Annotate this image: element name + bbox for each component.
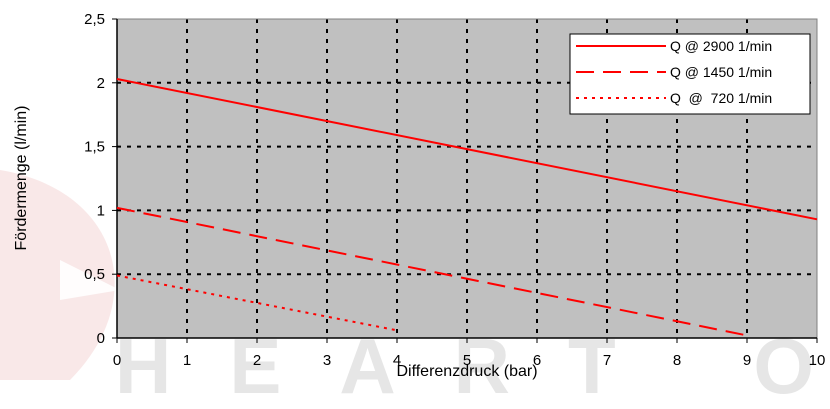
series-lines	[116, 77, 818, 337]
x-tick-label: 7	[603, 352, 611, 369]
x-tick-label: 10	[809, 352, 826, 369]
x-tick-label: 5	[463, 352, 471, 369]
x-tick-label: 2	[253, 352, 261, 369]
x-tick-label: 3	[323, 352, 331, 369]
y-tick-label: 2,5	[84, 11, 105, 28]
y-tick-label: 2	[97, 75, 105, 92]
legend: Q @ 2900 1/min Q @ 1450 1/min Q @ 720 1/mi…	[569, 33, 811, 115]
y-tick-label: 1,5	[84, 139, 105, 156]
x-axis-ticks: 0 1 2 3 4 5 6 7 8 9 10	[113, 338, 826, 369]
legend-label: Q @ 2900 1/min	[670, 38, 772, 54]
x-tick-label: 9	[743, 352, 751, 369]
watermark-arrow-shape	[60, 260, 120, 300]
series-line-1	[116, 77, 818, 221]
legend-label: Q @ 1450 1/min	[670, 64, 772, 80]
legend-label: Q @ 720 1/min	[670, 90, 772, 106]
y-axis-ticks: 0 0,5 1 1,5 2 2,5	[84, 11, 117, 347]
x-tick-label: 4	[393, 352, 401, 369]
x-tick-label: 0	[113, 352, 121, 369]
x-tick-label: 8	[673, 352, 681, 369]
x-tick-label: 6	[533, 352, 541, 369]
x-tick-label: 1	[183, 352, 191, 369]
watermark-logo-shape	[0, 170, 115, 380]
x-axis-label: Differenzdruck (bar)	[396, 363, 537, 380]
y-tick-label: 1	[97, 202, 105, 219]
y-tick-label: 0,5	[84, 266, 105, 283]
y-tick-label: 0	[97, 330, 105, 347]
legend-box	[569, 33, 811, 115]
y-axis-label: Fördermenge (l/min)	[13, 106, 30, 251]
